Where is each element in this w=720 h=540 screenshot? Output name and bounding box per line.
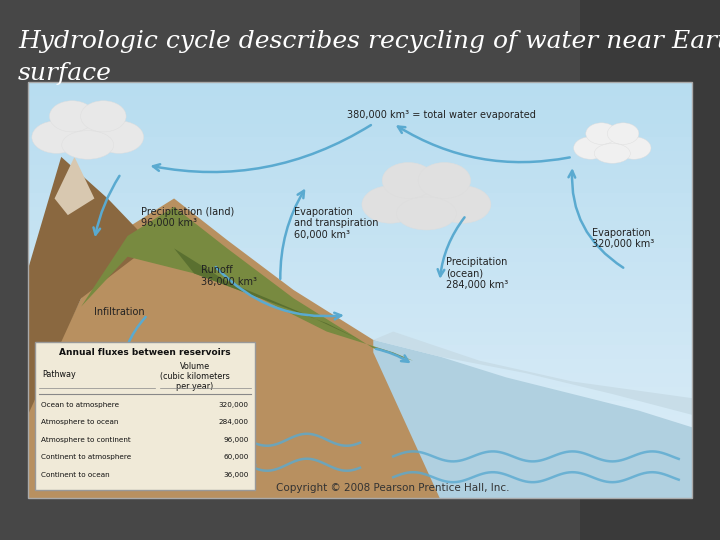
Text: Precipitation
(ocean)
284,000 km³: Precipitation (ocean) 284,000 km³: [446, 256, 508, 290]
Ellipse shape: [94, 121, 144, 153]
Text: Atmosphere to continent: Atmosphere to continent: [40, 437, 130, 443]
Ellipse shape: [362, 186, 419, 223]
Text: Atmosphere to ocean: Atmosphere to ocean: [40, 419, 118, 426]
Bar: [28, 373, 692, 387]
Ellipse shape: [586, 123, 617, 144]
Text: Annual fluxes between reservoirs: Annual fluxes between reservoirs: [59, 348, 230, 357]
Bar: [28, 138, 692, 151]
Text: Infiltration: Infiltration: [94, 307, 145, 316]
Bar: [580, 0, 720, 540]
Polygon shape: [55, 157, 94, 215]
Bar: [28, 429, 692, 443]
Bar: [28, 221, 692, 234]
Text: Hydrologic cycle describes recycling of water near Earth’s: Hydrologic cycle describes recycling of …: [18, 30, 720, 53]
Bar: [28, 179, 692, 193]
Bar: [28, 193, 692, 207]
Bar: [28, 110, 692, 124]
Text: Volume
(cubic kilometers
per year): Volume (cubic kilometers per year): [160, 362, 230, 392]
Bar: [28, 415, 692, 429]
Text: Evaporation
320,000 km³: Evaporation 320,000 km³: [593, 227, 654, 249]
Text: Runoff
36,000 km³: Runoff 36,000 km³: [201, 265, 256, 287]
Text: Copyright © 2008 Pearson Prentice Hall, Inc.: Copyright © 2008 Pearson Prentice Hall, …: [276, 483, 510, 493]
Text: Continent to atmosphere: Continent to atmosphere: [40, 455, 131, 461]
Text: Evaporation
and transpiration
60,000 km³: Evaporation and transpiration 60,000 km³: [294, 207, 378, 240]
Bar: [28, 290, 692, 304]
Bar: [28, 387, 692, 401]
Ellipse shape: [434, 186, 491, 223]
Text: 380,000 km³ = total water evaporated: 380,000 km³ = total water evaporated: [347, 110, 536, 120]
Bar: [28, 346, 692, 359]
Polygon shape: [174, 248, 360, 340]
Ellipse shape: [397, 197, 456, 230]
Text: 284,000: 284,000: [219, 419, 248, 426]
Bar: [28, 207, 692, 221]
Ellipse shape: [590, 130, 635, 159]
Bar: [28, 470, 692, 484]
Bar: [28, 234, 692, 248]
Ellipse shape: [55, 111, 120, 153]
Polygon shape: [81, 207, 413, 361]
Polygon shape: [373, 332, 692, 415]
Ellipse shape: [418, 163, 471, 199]
Bar: [28, 484, 692, 498]
Bar: [28, 151, 692, 165]
Text: Precipitation (land)
96,000 km³: Precipitation (land) 96,000 km³: [141, 207, 234, 228]
Ellipse shape: [81, 101, 126, 132]
Ellipse shape: [389, 174, 464, 222]
Text: 36,000: 36,000: [223, 472, 248, 478]
Bar: [28, 82, 692, 498]
Polygon shape: [28, 157, 174, 415]
Bar: [28, 456, 692, 470]
Polygon shape: [28, 340, 692, 465]
Bar: [28, 401, 692, 415]
Text: Pathway: Pathway: [42, 370, 76, 379]
Text: surface: surface: [18, 62, 112, 85]
Ellipse shape: [574, 137, 608, 159]
Bar: [28, 165, 692, 179]
Polygon shape: [28, 199, 692, 498]
Ellipse shape: [62, 131, 114, 159]
Bar: [28, 359, 692, 373]
Bar: [28, 276, 692, 290]
Text: 96,000: 96,000: [223, 437, 248, 443]
Ellipse shape: [617, 137, 651, 159]
Bar: [28, 332, 692, 346]
Text: Ocean to atmosphere: Ocean to atmosphere: [40, 402, 119, 408]
Text: 60,000: 60,000: [223, 455, 248, 461]
Bar: [28, 82, 692, 96]
Ellipse shape: [382, 163, 435, 199]
Polygon shape: [373, 340, 692, 498]
Ellipse shape: [50, 101, 95, 132]
Ellipse shape: [594, 144, 630, 163]
Ellipse shape: [32, 121, 81, 153]
Bar: [28, 96, 692, 110]
Text: 320,000: 320,000: [219, 402, 248, 408]
Bar: [28, 262, 692, 276]
Bar: [28, 318, 692, 332]
Bar: [28, 443, 692, 456]
Text: Continent to ocean: Continent to ocean: [40, 472, 109, 478]
Ellipse shape: [608, 123, 639, 144]
Bar: [28, 248, 692, 262]
Bar: [28, 124, 692, 138]
Bar: [35, 342, 255, 490]
Bar: [28, 304, 692, 318]
